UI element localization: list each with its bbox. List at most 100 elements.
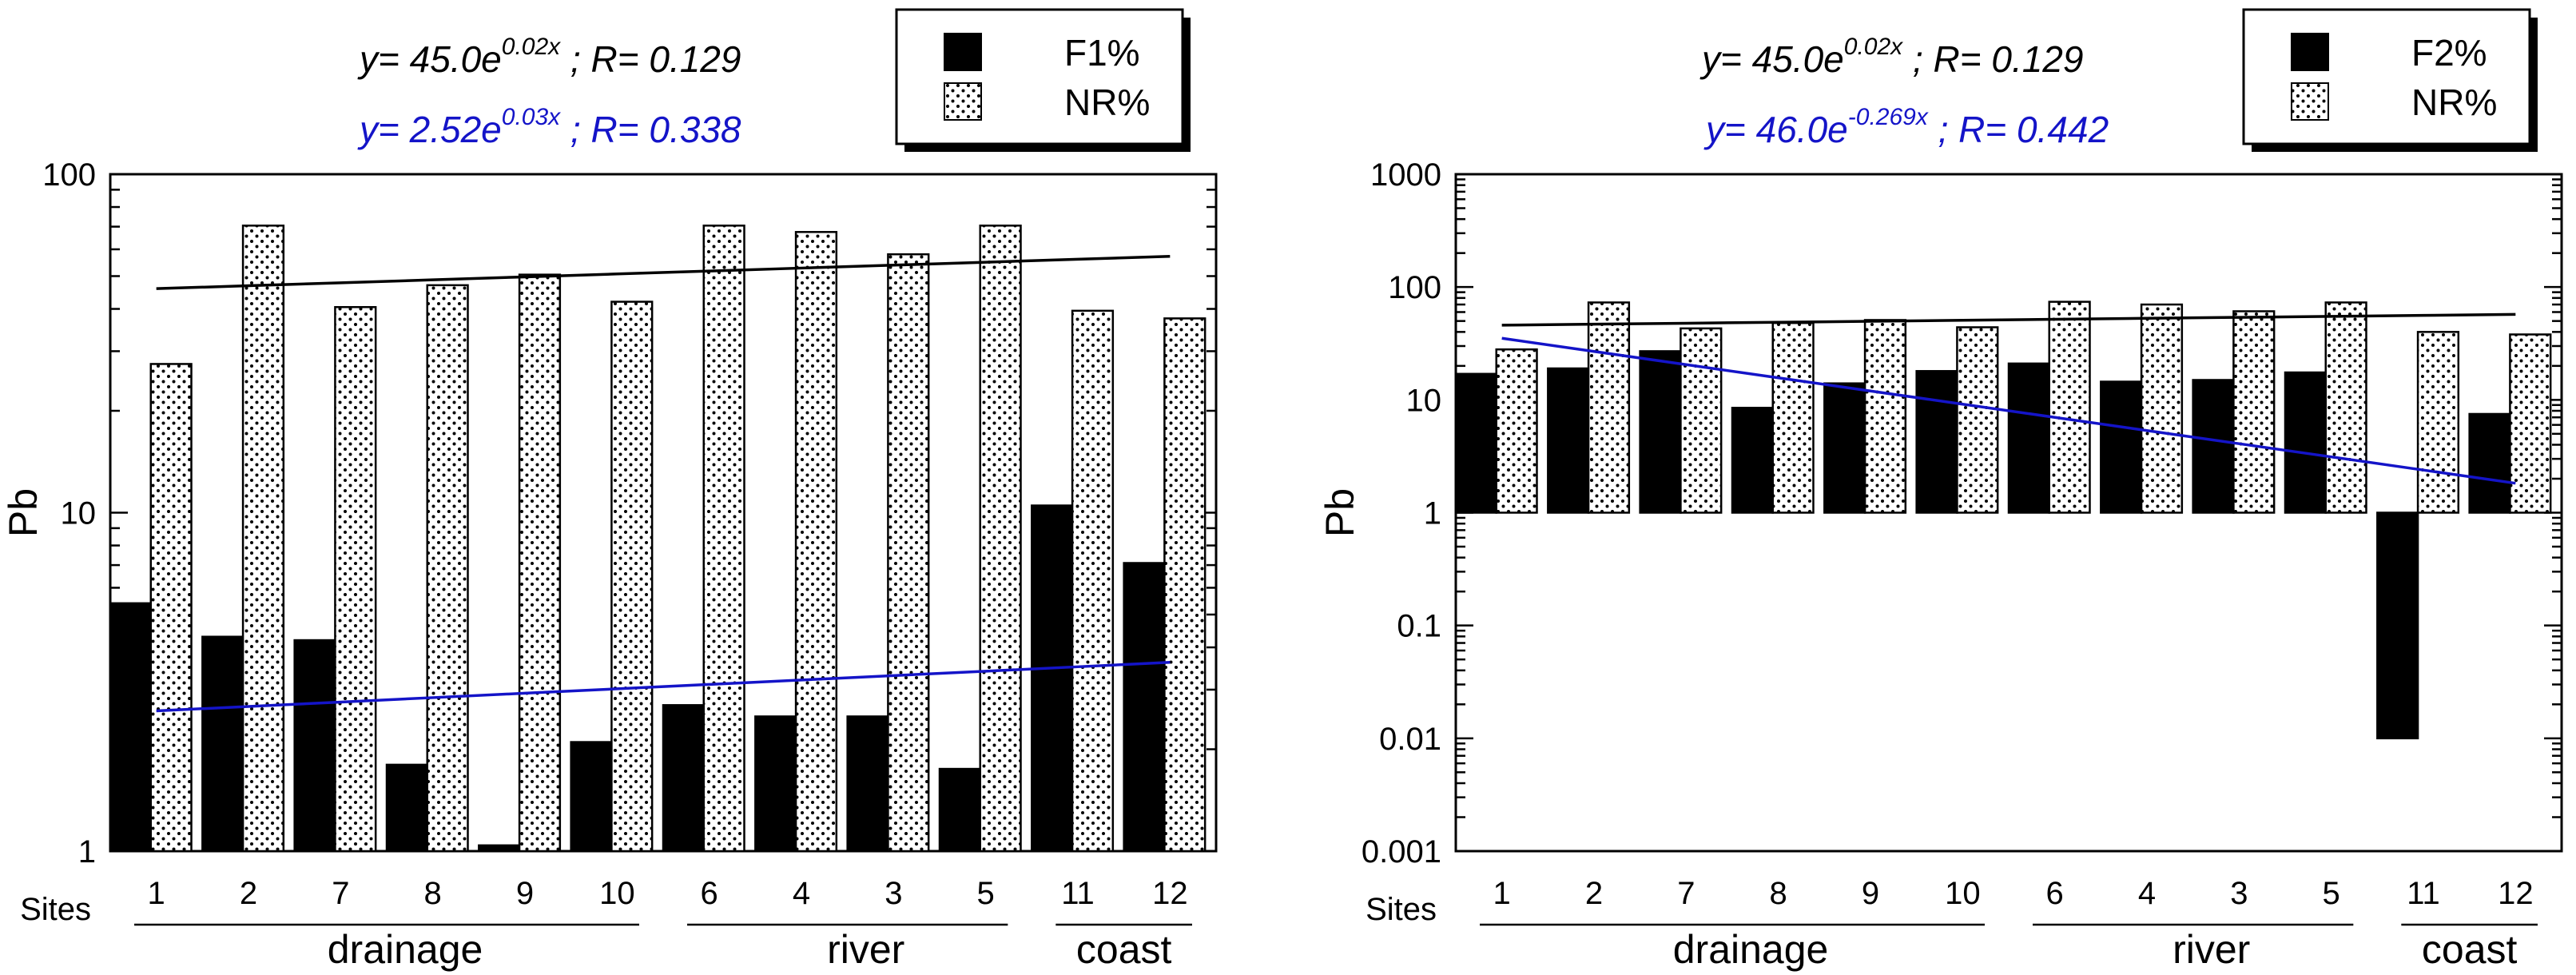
x-tick-label: 4 — [793, 876, 810, 911]
bar-dotted-12 — [2509, 333, 2552, 514]
bar-dotted-2 — [241, 225, 285, 853]
x-tick-label: 11 — [2407, 876, 2440, 911]
bar-solid-1 — [109, 602, 152, 853]
fit-curve-2 — [156, 661, 1171, 713]
fit-equation-1: y= 45.0e0.02x ; R= 0.129 — [357, 34, 741, 80]
y-tick-label: 1 — [1424, 496, 1441, 531]
bar-dotted-7 — [334, 305, 377, 853]
bar-dotted-11 — [2416, 331, 2460, 514]
bar-solid-2 — [1547, 367, 1590, 514]
bar-dotted-3 — [2232, 310, 2276, 514]
bar-solid-9 — [478, 844, 521, 853]
bar-dotted-1 — [1495, 348, 1538, 514]
bar-dotted-7 — [1680, 327, 1723, 514]
bar-solid-4 — [2100, 380, 2143, 514]
legend-swatch-solid — [2291, 33, 2329, 71]
y-tick-label: 100 — [1388, 270, 1441, 305]
bar-solid-12 — [1123, 562, 1166, 853]
group-label-river: river — [827, 927, 904, 972]
x-tick-label: 1 — [1493, 876, 1511, 911]
bar-solid-3 — [846, 715, 889, 853]
x-tick-label: 10 — [1945, 876, 1981, 911]
bar-dotted-9 — [518, 273, 562, 853]
x-axis-prefix: Sites — [1366, 892, 1437, 927]
bar-dotted-6 — [2048, 300, 2091, 514]
x-tick-label: 7 — [1677, 876, 1695, 911]
bar-solid-12 — [2468, 412, 2511, 514]
x-tick-label: 3 — [885, 876, 902, 911]
bar-dotted-1 — [149, 363, 193, 853]
bar-solid-5 — [938, 767, 981, 853]
legend-entry-2: NR% — [1064, 82, 1150, 123]
bar-dotted-2 — [1587, 301, 1631, 514]
x-tick-label: 9 — [516, 876, 534, 911]
bar-dotted-10 — [1956, 326, 1999, 514]
bar-solid-2 — [201, 635, 244, 853]
bar-dotted-12 — [1163, 317, 1207, 853]
bar-solid-9 — [1823, 382, 1866, 514]
group-label-coast: coast — [1076, 927, 1172, 972]
x-tick-label: 5 — [977, 876, 995, 911]
x-tick-label: 10 — [599, 876, 635, 911]
bar-solid-8 — [1731, 407, 1774, 514]
fit-equation-2: y= 46.0e-0.269x ; R= 0.442 — [1703, 104, 2109, 150]
legend-box — [2242, 8, 2531, 145]
group-label-coast: coast — [2422, 927, 2518, 972]
x-tick-label: 4 — [2138, 876, 2156, 911]
bar-solid-7 — [293, 639, 336, 853]
bar-solid-7 — [1639, 350, 1682, 514]
bar-solid-3 — [2192, 379, 2235, 514]
fit-curve-1 — [1501, 312, 2516, 327]
bar-dotted-8 — [1771, 321, 1815, 514]
x-tick-label: 12 — [1152, 876, 1188, 911]
x-tick-label: 6 — [701, 876, 718, 911]
bar-dotted-9 — [1863, 319, 1907, 514]
fit-equation-1: y= 45.0e0.02x ; R= 0.129 — [1699, 34, 2083, 80]
fit-curve-2 — [1501, 336, 2516, 485]
x-tick-label: 12 — [2498, 876, 2534, 911]
y-tick-label: 0.001 — [1362, 834, 1441, 870]
x-tick-label: 6 — [2046, 876, 2064, 911]
x-tick-label: 9 — [1862, 876, 1879, 911]
y-tick-label: 1000 — [1370, 157, 1441, 193]
bar-dotted-4 — [2140, 303, 2184, 514]
group-label-drainage: drainage — [328, 927, 483, 972]
bar-dotted-4 — [794, 231, 838, 853]
bar-solid-1 — [1454, 372, 1497, 514]
x-tick-label: 2 — [1585, 876, 1603, 911]
x-tick-label: 8 — [424, 876, 442, 911]
x-tick-label: 1 — [148, 876, 165, 911]
y-axis-label: Pb — [1, 488, 46, 537]
legend-box — [895, 8, 1184, 145]
y-tick-label: 100 — [42, 157, 96, 193]
bar-dotted-3 — [887, 253, 930, 853]
bar-solid-5 — [2284, 371, 2327, 514]
y-tick-label: 0.1 — [1397, 609, 1441, 644]
bar-solid-4 — [754, 715, 797, 853]
y-tick-label: 10 — [1406, 383, 1442, 418]
bar-dotted-6 — [702, 225, 745, 853]
fit-curve-1 — [156, 254, 1171, 290]
legend-entry-1: F2% — [2411, 32, 2487, 74]
bar-dotted-5 — [2324, 301, 2367, 514]
bar-dotted-5 — [979, 225, 1022, 853]
y-tick-label: 10 — [61, 496, 97, 531]
x-tick-label: 8 — [1770, 876, 1787, 911]
y-tick-label: 1 — [78, 834, 96, 870]
bar-dotted-11 — [1071, 309, 1115, 853]
x-tick-label: 5 — [2323, 876, 2340, 911]
bar-solid-11 — [2376, 511, 2419, 740]
legend-entry-1: F1% — [1064, 32, 1140, 74]
x-axis-prefix: Sites — [20, 892, 91, 927]
bar-solid-10 — [570, 741, 613, 853]
legend-swatch-dotted — [2291, 82, 2329, 121]
bar-solid-6 — [2007, 362, 2050, 514]
bar-dotted-8 — [426, 284, 469, 853]
x-tick-label: 7 — [332, 876, 349, 911]
x-tick-label: 2 — [240, 876, 257, 911]
bar-solid-8 — [385, 763, 428, 853]
y-tick-label: 0.01 — [1379, 722, 1441, 757]
group-label-river: river — [2173, 927, 2250, 972]
legend-swatch-solid — [944, 33, 982, 71]
